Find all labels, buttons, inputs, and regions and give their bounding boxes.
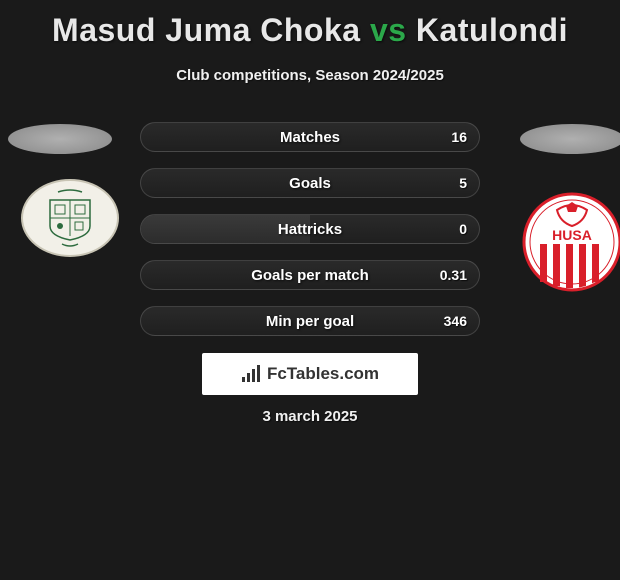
- player2-club-badge: HUSA: [522, 182, 620, 302]
- stat-right-value: 0.31: [440, 261, 467, 289]
- stat-row-goals-per-match: Goals per match 0.31: [140, 260, 480, 290]
- brand-attribution[interactable]: FcTables.com: [202, 353, 418, 395]
- date-text: 3 march 2025: [0, 408, 620, 425]
- brand-text: FcTables.com: [267, 364, 379, 384]
- stat-row-hattricks: Hattricks 0: [140, 214, 480, 244]
- player1-name: Masud Juma Choka: [52, 12, 361, 48]
- comparison-title: Masud Juma Choka vs Katulondi: [0, 0, 620, 49]
- stat-label: Hattricks: [141, 215, 479, 243]
- stat-right-value: 16: [451, 123, 467, 151]
- stat-label: Goals per match: [141, 261, 479, 289]
- stat-row-matches: Matches 16: [140, 122, 480, 152]
- player2-name: Katulondi: [416, 12, 568, 48]
- stats-container: Matches 16 Goals 5 Hattricks 0 Goals per…: [140, 122, 480, 352]
- vs-text: vs: [370, 12, 407, 48]
- stat-right-value: 346: [444, 307, 467, 335]
- player1-club-badge: [20, 178, 120, 258]
- stat-label: Min per goal: [141, 307, 479, 335]
- stat-row-min-per-goal: Min per goal 346: [140, 306, 480, 336]
- player1-avatar: [8, 124, 112, 154]
- stat-label: Matches: [141, 123, 479, 151]
- subtitle: Club competitions, Season 2024/2025: [0, 67, 620, 84]
- stat-label: Goals: [141, 169, 479, 197]
- player2-avatar: [520, 124, 620, 154]
- bar-chart-icon: [241, 365, 263, 383]
- svg-text:HUSA: HUSA: [552, 227, 592, 243]
- stat-right-value: 5: [459, 169, 467, 197]
- stat-right-value: 0: [459, 215, 467, 243]
- stat-row-goals: Goals 5: [140, 168, 480, 198]
